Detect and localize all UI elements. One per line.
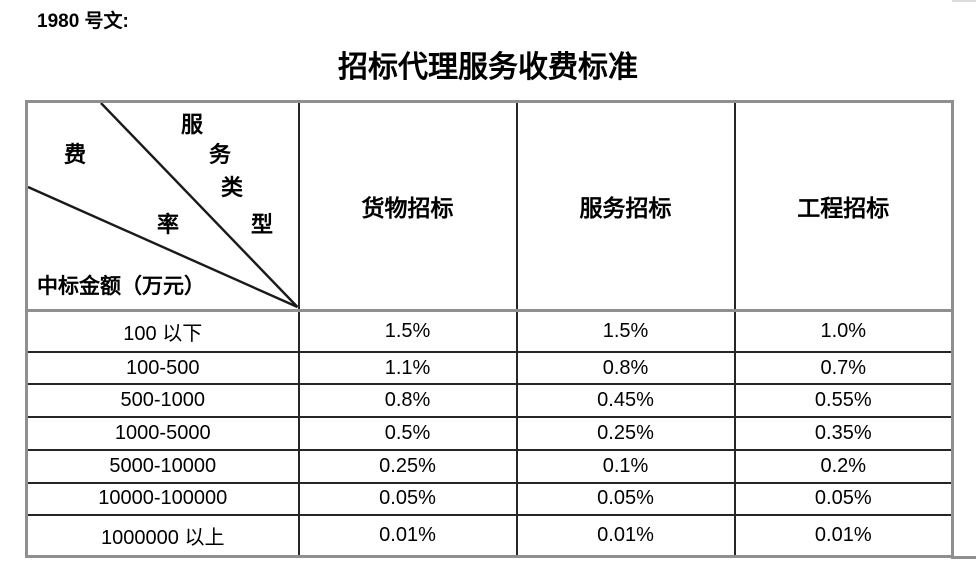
rate-cell: 0.2%	[733, 448, 954, 484]
rate-cell: 0.01%	[515, 514, 736, 558]
rate-cell: 0.01%	[733, 514, 954, 558]
table-row: 500-1000 0.8% 0.45% 0.55%	[25, 383, 954, 419]
table-row: 100 以下 1.5% 1.5% 1.0%	[25, 309, 954, 353]
table-row: 1000-5000 0.5% 0.25% 0.35%	[25, 416, 954, 451]
rate-cell: 1.5%	[515, 309, 736, 353]
rate-cell: 0.8%	[515, 350, 736, 386]
rate-cell: 0.25%	[297, 448, 518, 484]
row-label: 5000-10000	[25, 448, 300, 484]
diagonal-divider-lines	[28, 103, 298, 309]
rate-cell: 0.05%	[733, 481, 954, 517]
doc-reference-number: 1980 号文:	[37, 11, 129, 32]
rate-cell: 1.0%	[733, 309, 954, 353]
row-label: 100 以下	[25, 309, 300, 353]
fee-standard-table: 费 服 务 类 型 率 中标金额（万元） 货物招标 服务招标 工程招标 100 …	[25, 100, 954, 558]
rate-cell: 0.7%	[733, 350, 954, 386]
rate-cell: 0.55%	[733, 383, 954, 419]
corner-label-service-type: 务	[209, 142, 232, 167]
rate-cell: 0.05%	[515, 481, 736, 517]
table-row: 10000-100000 0.05% 0.05% 0.05%	[25, 481, 954, 517]
corner-label-fee: 费	[64, 142, 87, 167]
row-label: 500-1000	[25, 383, 300, 419]
rate-cell: 0.5%	[297, 416, 518, 451]
corner-label-amount: 中标金额（万元）	[37, 274, 205, 298]
page-title: 招标代理服务收费标准	[338, 51, 638, 84]
table-header-row: 费 服 务 类 型 率 中标金额（万元） 货物招标 服务招标 工程招标	[25, 100, 954, 312]
rate-cell: 0.01%	[297, 514, 518, 558]
rate-cell: 0.1%	[515, 448, 736, 484]
row-label: 100-500	[25, 350, 300, 386]
page-edge-line-top	[952, 0, 976, 2]
row-label: 1000000 以上	[25, 514, 300, 558]
rate-cell: 0.25%	[515, 416, 736, 451]
corner-label-service-type: 服	[181, 112, 204, 137]
table-row: 1000000 以上 0.01% 0.01% 0.01%	[25, 514, 954, 558]
column-header-service-bidding: 服务招标	[515, 100, 736, 312]
rate-cell: 0.8%	[297, 383, 518, 419]
corner-label-service-type: 型	[251, 212, 274, 237]
rate-cell: 0.45%	[515, 383, 736, 419]
rate-cell: 0.05%	[297, 481, 518, 517]
column-header-goods-bidding: 货物招标	[297, 100, 518, 312]
table-row: 5000-10000 0.25% 0.1% 0.2%	[25, 448, 954, 484]
page-edge-line-bottom	[951, 556, 976, 559]
row-label: 1000-5000	[25, 416, 300, 451]
column-header-engineering-bidding: 工程招标	[733, 100, 954, 312]
corner-label-rate: 率	[157, 212, 180, 237]
corner-label-service-type: 类	[221, 175, 244, 200]
rate-cell: 1.1%	[297, 350, 518, 386]
rate-cell: 1.5%	[297, 309, 518, 353]
table-row: 100-500 1.1% 0.8% 0.7%	[25, 350, 954, 386]
rate-cell: 0.35%	[733, 416, 954, 451]
row-label: 10000-100000	[25, 481, 300, 517]
diagonal-corner-cell: 费 服 务 类 型 率 中标金额（万元）	[25, 100, 300, 312]
